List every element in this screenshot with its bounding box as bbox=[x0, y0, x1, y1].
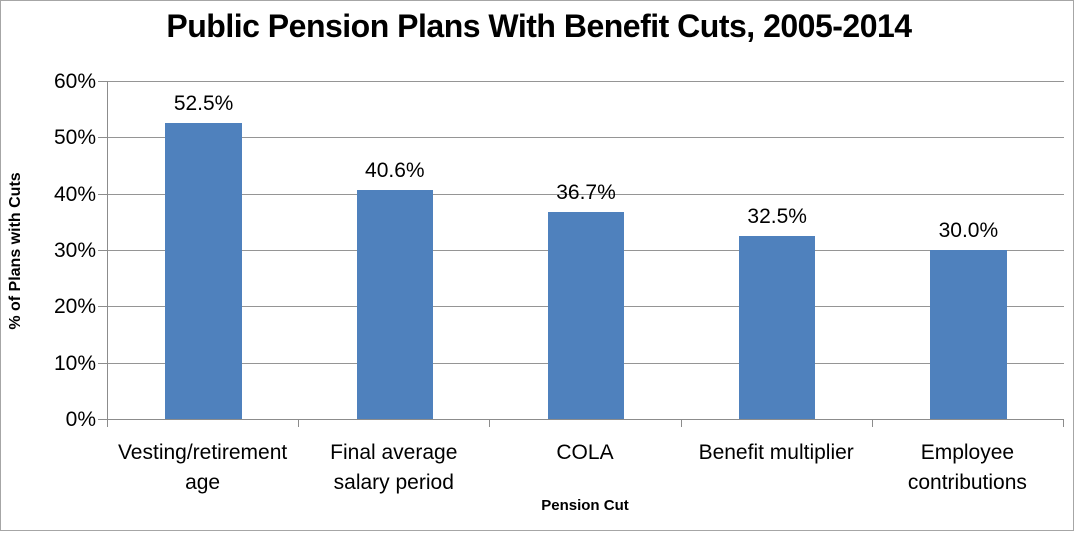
y-axis-tick bbox=[98, 137, 107, 139]
x-axis-tick bbox=[107, 420, 108, 427]
x-axis-category-label: Benefit multiplier bbox=[698, 441, 854, 464]
y-axis-tick bbox=[98, 81, 107, 82]
bar-value-label: 36.7% bbox=[556, 181, 616, 205]
x-axis-category-label: Final average salary period bbox=[330, 441, 458, 494]
x-axis-category-label: Vesting/retirement age bbox=[117, 441, 288, 494]
gridline bbox=[108, 137, 1064, 139]
bar-3 bbox=[547, 212, 625, 419]
y-axis-tick-label: 0% bbox=[65, 408, 96, 431]
bar-2 bbox=[356, 190, 434, 419]
y-axis-tick bbox=[98, 250, 107, 251]
y-axis-tick-label: 30% bbox=[53, 239, 96, 262]
x-axis-tick bbox=[489, 420, 491, 427]
plot-area: 52.5% 40.6% 36.7% 32.5% 30.0% bbox=[107, 81, 1064, 420]
bar-1 bbox=[165, 123, 242, 419]
x-axis-tick bbox=[680, 420, 682, 427]
y-axis-tick-label: 10% bbox=[53, 351, 96, 375]
x-axis-tick bbox=[871, 420, 873, 427]
x-axis-category-label: COLA bbox=[556, 441, 614, 464]
bar-value-label: 40.6% bbox=[365, 159, 425, 183]
bar-value-label: 52.5% bbox=[173, 92, 234, 116]
y-axis-tick-label: 60% bbox=[53, 70, 96, 93]
y-axis-tick-label: 50% bbox=[53, 126, 96, 150]
gridline bbox=[108, 193, 1064, 195]
y-axis-tick bbox=[98, 419, 107, 420]
y-axis-tick bbox=[98, 306, 107, 308]
x-axis-tick bbox=[1063, 420, 1064, 427]
bar-value-label: 30.0% bbox=[938, 219, 999, 242]
x-axis-category-label: Employee contributions bbox=[907, 441, 1027, 494]
chart-title: Public Pension Plans With Benefit Cuts, … bbox=[166, 8, 912, 44]
y-axis-title: % of Plans with Cuts bbox=[7, 172, 24, 330]
y-axis-tick-label: 40% bbox=[53, 182, 96, 206]
gridline bbox=[108, 81, 1064, 82]
bar-value-label: 32.5% bbox=[747, 204, 807, 228]
bar-4 bbox=[738, 235, 816, 419]
x-axis-title: Pension Cut bbox=[541, 497, 629, 514]
bar-5 bbox=[930, 250, 1007, 419]
x-axis-tick bbox=[298, 420, 300, 427]
y-axis-tick bbox=[98, 193, 107, 195]
y-axis-tick bbox=[98, 362, 107, 364]
y-axis-tick-label: 20% bbox=[53, 295, 96, 319]
